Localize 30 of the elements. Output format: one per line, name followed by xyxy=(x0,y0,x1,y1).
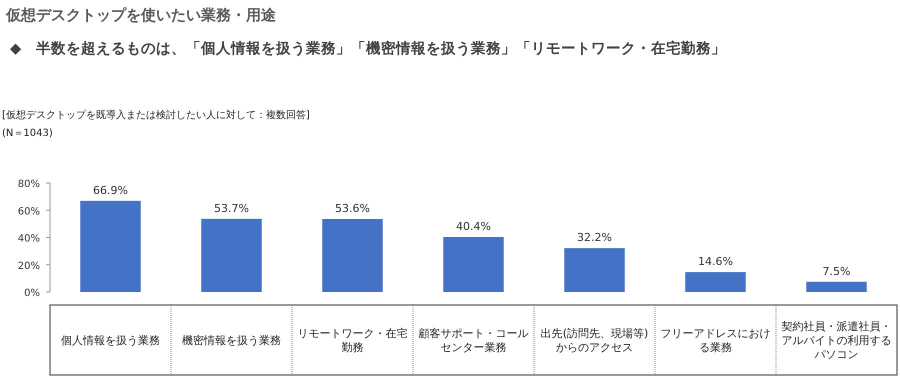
bar xyxy=(443,236,504,292)
x-tick-label: フリーアドレスにおける業務 xyxy=(660,327,770,354)
bar xyxy=(322,218,383,292)
chart-title: 仮想デスクトップを使いたい業務・用途 xyxy=(5,6,277,24)
x-tick-label: 個人情報を扱う業務 xyxy=(61,334,160,347)
bar xyxy=(685,272,746,292)
data-label: 53.6% xyxy=(335,202,370,215)
text: [仮想デスクトップを既導入または検討したい人に対して：複数回答] xyxy=(2,109,310,121)
data-label: 40.4% xyxy=(456,220,491,233)
bar xyxy=(80,200,141,292)
y-tick-label: 0% xyxy=(24,288,40,299)
data-label: 66.9% xyxy=(93,184,128,197)
x-tick-label: 出先(訪問先、現場等)からのアクセス xyxy=(540,327,648,354)
y-tick-label: 20% xyxy=(18,260,40,272)
text: (N＝1043) xyxy=(2,128,53,139)
x-tick-label: 契約社員・派遣社員・アルバイトの利用するパソコン xyxy=(782,320,892,361)
bar xyxy=(564,248,625,292)
y-tick-label: 60% xyxy=(18,206,40,218)
data-label: 53.7% xyxy=(214,202,249,215)
data-label: 7.5% xyxy=(822,264,850,278)
x-tick-label: リモートワーク・在宅勤務 xyxy=(298,327,408,354)
x-tick-label: 顧客サポート・コールセンター業務 xyxy=(418,327,528,354)
x-tick-label: 機密情報を扱う業務 xyxy=(182,334,281,347)
bar xyxy=(201,218,262,292)
data-label: 14.6% xyxy=(698,255,733,268)
chart-subtitle: ◆ 半数を超えるものは、「個人情報を扱う業務」「機密情報を扱う業務」「リモートワーク・在宅勤務」 xyxy=(10,39,726,57)
y-tick-label: 40% xyxy=(18,234,40,244)
y-tick-label: 80% xyxy=(18,179,40,190)
bar xyxy=(806,282,867,292)
data-label: 32.2% xyxy=(577,231,612,244)
